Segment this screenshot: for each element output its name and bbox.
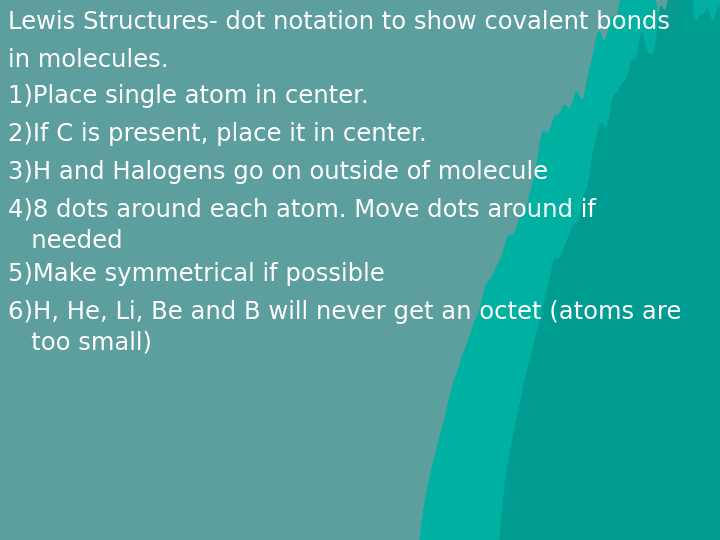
Text: 1)Place single atom in center.: 1)Place single atom in center. <box>8 84 369 108</box>
Text: 4)8 dots around each atom. Move dots around if
   needed: 4)8 dots around each atom. Move dots aro… <box>8 198 596 253</box>
Text: in molecules.: in molecules. <box>8 48 168 72</box>
Text: 2)If C is present, place it in center.: 2)If C is present, place it in center. <box>8 122 427 146</box>
Text: 5)Make symmetrical if possible: 5)Make symmetrical if possible <box>8 262 384 286</box>
Text: 3)H and Halogens go on outside of molecule: 3)H and Halogens go on outside of molecu… <box>8 160 548 184</box>
Text: 6)H, He, Li, Be and B will never get an octet (atoms are
   too small): 6)H, He, Li, Be and B will never get an … <box>8 300 681 355</box>
Text: Lewis Structures- dot notation to show covalent bonds: Lewis Structures- dot notation to show c… <box>8 10 670 34</box>
